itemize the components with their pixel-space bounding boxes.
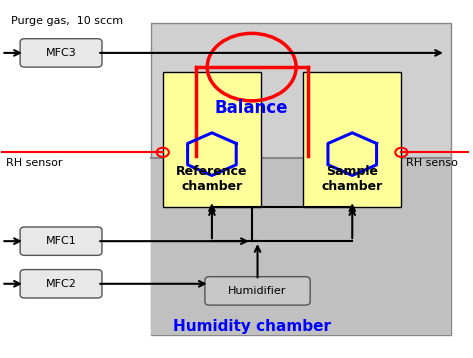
FancyBboxPatch shape	[20, 227, 102, 255]
FancyBboxPatch shape	[303, 72, 402, 207]
Text: MFC3: MFC3	[46, 48, 77, 58]
Text: Purge gas,  10 sccm: Purge gas, 10 sccm	[11, 16, 123, 26]
Text: RH sensor: RH sensor	[6, 158, 62, 168]
FancyBboxPatch shape	[205, 277, 310, 305]
Text: Balance: Balance	[215, 99, 289, 117]
Text: Humidity chamber: Humidity chamber	[173, 319, 331, 334]
Text: Humidifier: Humidifier	[228, 286, 287, 296]
FancyBboxPatch shape	[151, 23, 450, 335]
Text: MFC2: MFC2	[45, 279, 77, 289]
Text: MFC1: MFC1	[46, 236, 77, 246]
Text: Sample
chamber: Sample chamber	[322, 165, 383, 193]
FancyBboxPatch shape	[163, 72, 261, 207]
FancyBboxPatch shape	[20, 39, 102, 67]
Text: RH senso: RH senso	[406, 158, 458, 168]
FancyBboxPatch shape	[20, 270, 102, 298]
FancyBboxPatch shape	[151, 158, 450, 335]
Text: Reference
chamber: Reference chamber	[176, 165, 248, 193]
